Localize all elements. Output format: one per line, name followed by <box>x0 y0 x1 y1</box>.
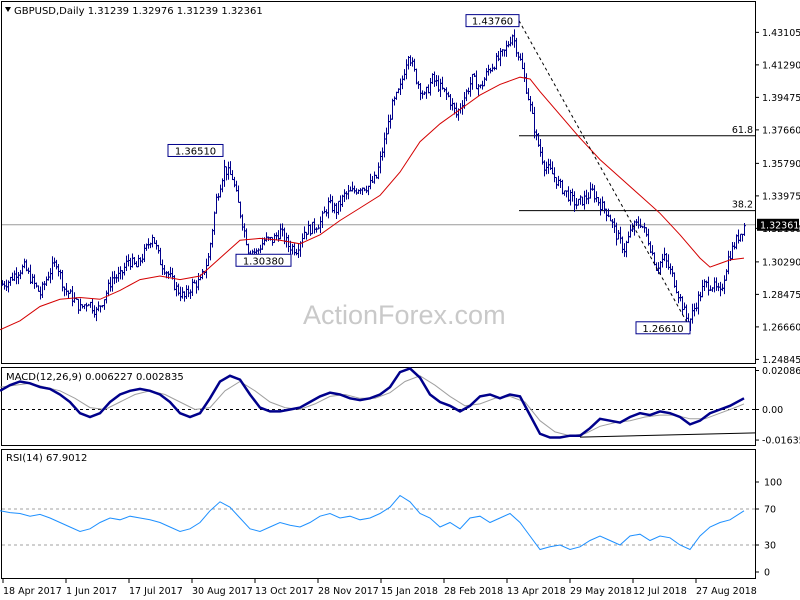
fib-label: 61.8 <box>732 125 753 136</box>
x-tick-label: 29 May 2018 <box>570 586 632 597</box>
macd-tick-label: 0.00 <box>762 405 783 416</box>
price-y-axis: 1.43105 1.41290 1.39475 1.37660 1.35790 1.339… <box>755 28 800 366</box>
x-tick-label: 12 Jul 2018 <box>633 586 687 597</box>
price-tick-label: 1.41290 <box>762 60 800 71</box>
rsi-line <box>0 494 745 551</box>
macd-line <box>0 366 745 439</box>
header-open: 1.31239 <box>88 6 129 17</box>
x-tick-label: 27 Aug 2018 <box>696 586 757 597</box>
current-price-label: 1.32361 <box>760 220 799 231</box>
macd-y-axis: 0.020861 0.00 -0.016357 <box>755 366 800 447</box>
header-close: 1.32361 <box>221 6 262 17</box>
rsi-tick-label: 70 <box>764 505 776 516</box>
annotation-1-36510: 1.36510 <box>167 143 224 157</box>
macd-title: MACD(12,26,9) 0.006227 0.002835 <box>6 372 184 383</box>
price-tick-label: 1.28475 <box>762 290 800 301</box>
macd-tick-label: -0.016357 <box>762 436 800 447</box>
ohlc-bar <box>743 223 746 236</box>
x-tick-label: 28 Feb 2018 <box>444 586 503 597</box>
x-tick-label: 13 Apr 2018 <box>507 586 566 597</box>
annotation-label: 1.26610 <box>642 324 683 335</box>
rsi-panel <box>1 449 756 579</box>
fib-levels: 61.8 38.2 <box>519 125 755 212</box>
x-tick-label: 15 Jan 2018 <box>381 586 438 597</box>
annotation-1-26610: 1.26610 <box>635 321 691 335</box>
moving-average-line <box>0 76 745 331</box>
macd-tick-label: 0.020861 <box>762 366 800 377</box>
price-bars <box>1 29 746 335</box>
annotation-1-43760: 1.43760 <box>465 14 520 28</box>
header-symbol: GBPUSD,Daily <box>14 6 85 17</box>
current-price-tag: 1.32361 <box>757 218 799 231</box>
header-high: 1.32976 <box>132 6 173 17</box>
price-tick-label: 1.26660 <box>762 322 800 333</box>
x-tick-label: 28 Nov 2017 <box>318 586 379 597</box>
rsi-tick-label: 100 <box>764 478 782 489</box>
price-tick-label: 1.35790 <box>762 159 800 170</box>
rsi-tick-label: 30 <box>764 541 776 552</box>
price-tick-label: 1.33975 <box>762 191 800 202</box>
annotation-label: 1.30380 <box>243 256 284 267</box>
macd-signal-line <box>0 375 745 437</box>
rsi-y-axis: 100 70 30 0 <box>755 478 782 579</box>
price-tick-label: 1.43105 <box>762 28 800 39</box>
fib-label: 38.2 <box>732 200 753 211</box>
annotation-label: 1.36510 <box>175 146 216 157</box>
macd-divergence-line <box>579 432 757 438</box>
rsi-title: RSI(14) 67.9012 <box>6 453 87 464</box>
x-tick-label: 30 Aug 2017 <box>192 586 253 597</box>
header-low: 1.31239 <box>177 6 218 17</box>
price-tick-label: 1.30290 <box>762 257 800 268</box>
x-tick-label: 17 Jul 2017 <box>129 586 183 597</box>
svg-text:GBPUSD,Daily 1.31239 1.32976 1: GBPUSD,Daily 1.31239 1.32976 1.31239 1.3… <box>14 6 263 17</box>
annotation-1-30380: 1.30380 <box>235 253 292 267</box>
price-tick-label: 1.24845 <box>762 355 800 366</box>
x-tick-label: 13 Oct 2017 <box>255 586 314 597</box>
trendline <box>518 20 691 329</box>
x-axis: 18 Apr 2017 1 Jun 2017 17 Jul 2017 30 Aug 2… <box>2 578 757 597</box>
price-tick-label: 1.39475 <box>762 93 800 104</box>
watermark: ActionForex.com <box>303 300 506 330</box>
rsi-tick-label: 0 <box>764 568 770 579</box>
price-annotations: 1.43760 1.36510 1.30380 1.26610 <box>167 14 691 335</box>
price-tick-label: 1.37660 <box>762 125 800 136</box>
chart-header: GBPUSD,Daily 1.31239 1.32976 1.31239 1.3… <box>5 6 263 17</box>
price-panel <box>1 1 756 364</box>
x-tick-label: 18 Apr 2017 <box>3 586 62 597</box>
x-tick-label: 1 Jun 2017 <box>66 586 117 597</box>
annotation-label: 1.43760 <box>472 17 513 28</box>
macd-panel <box>1 367 756 446</box>
